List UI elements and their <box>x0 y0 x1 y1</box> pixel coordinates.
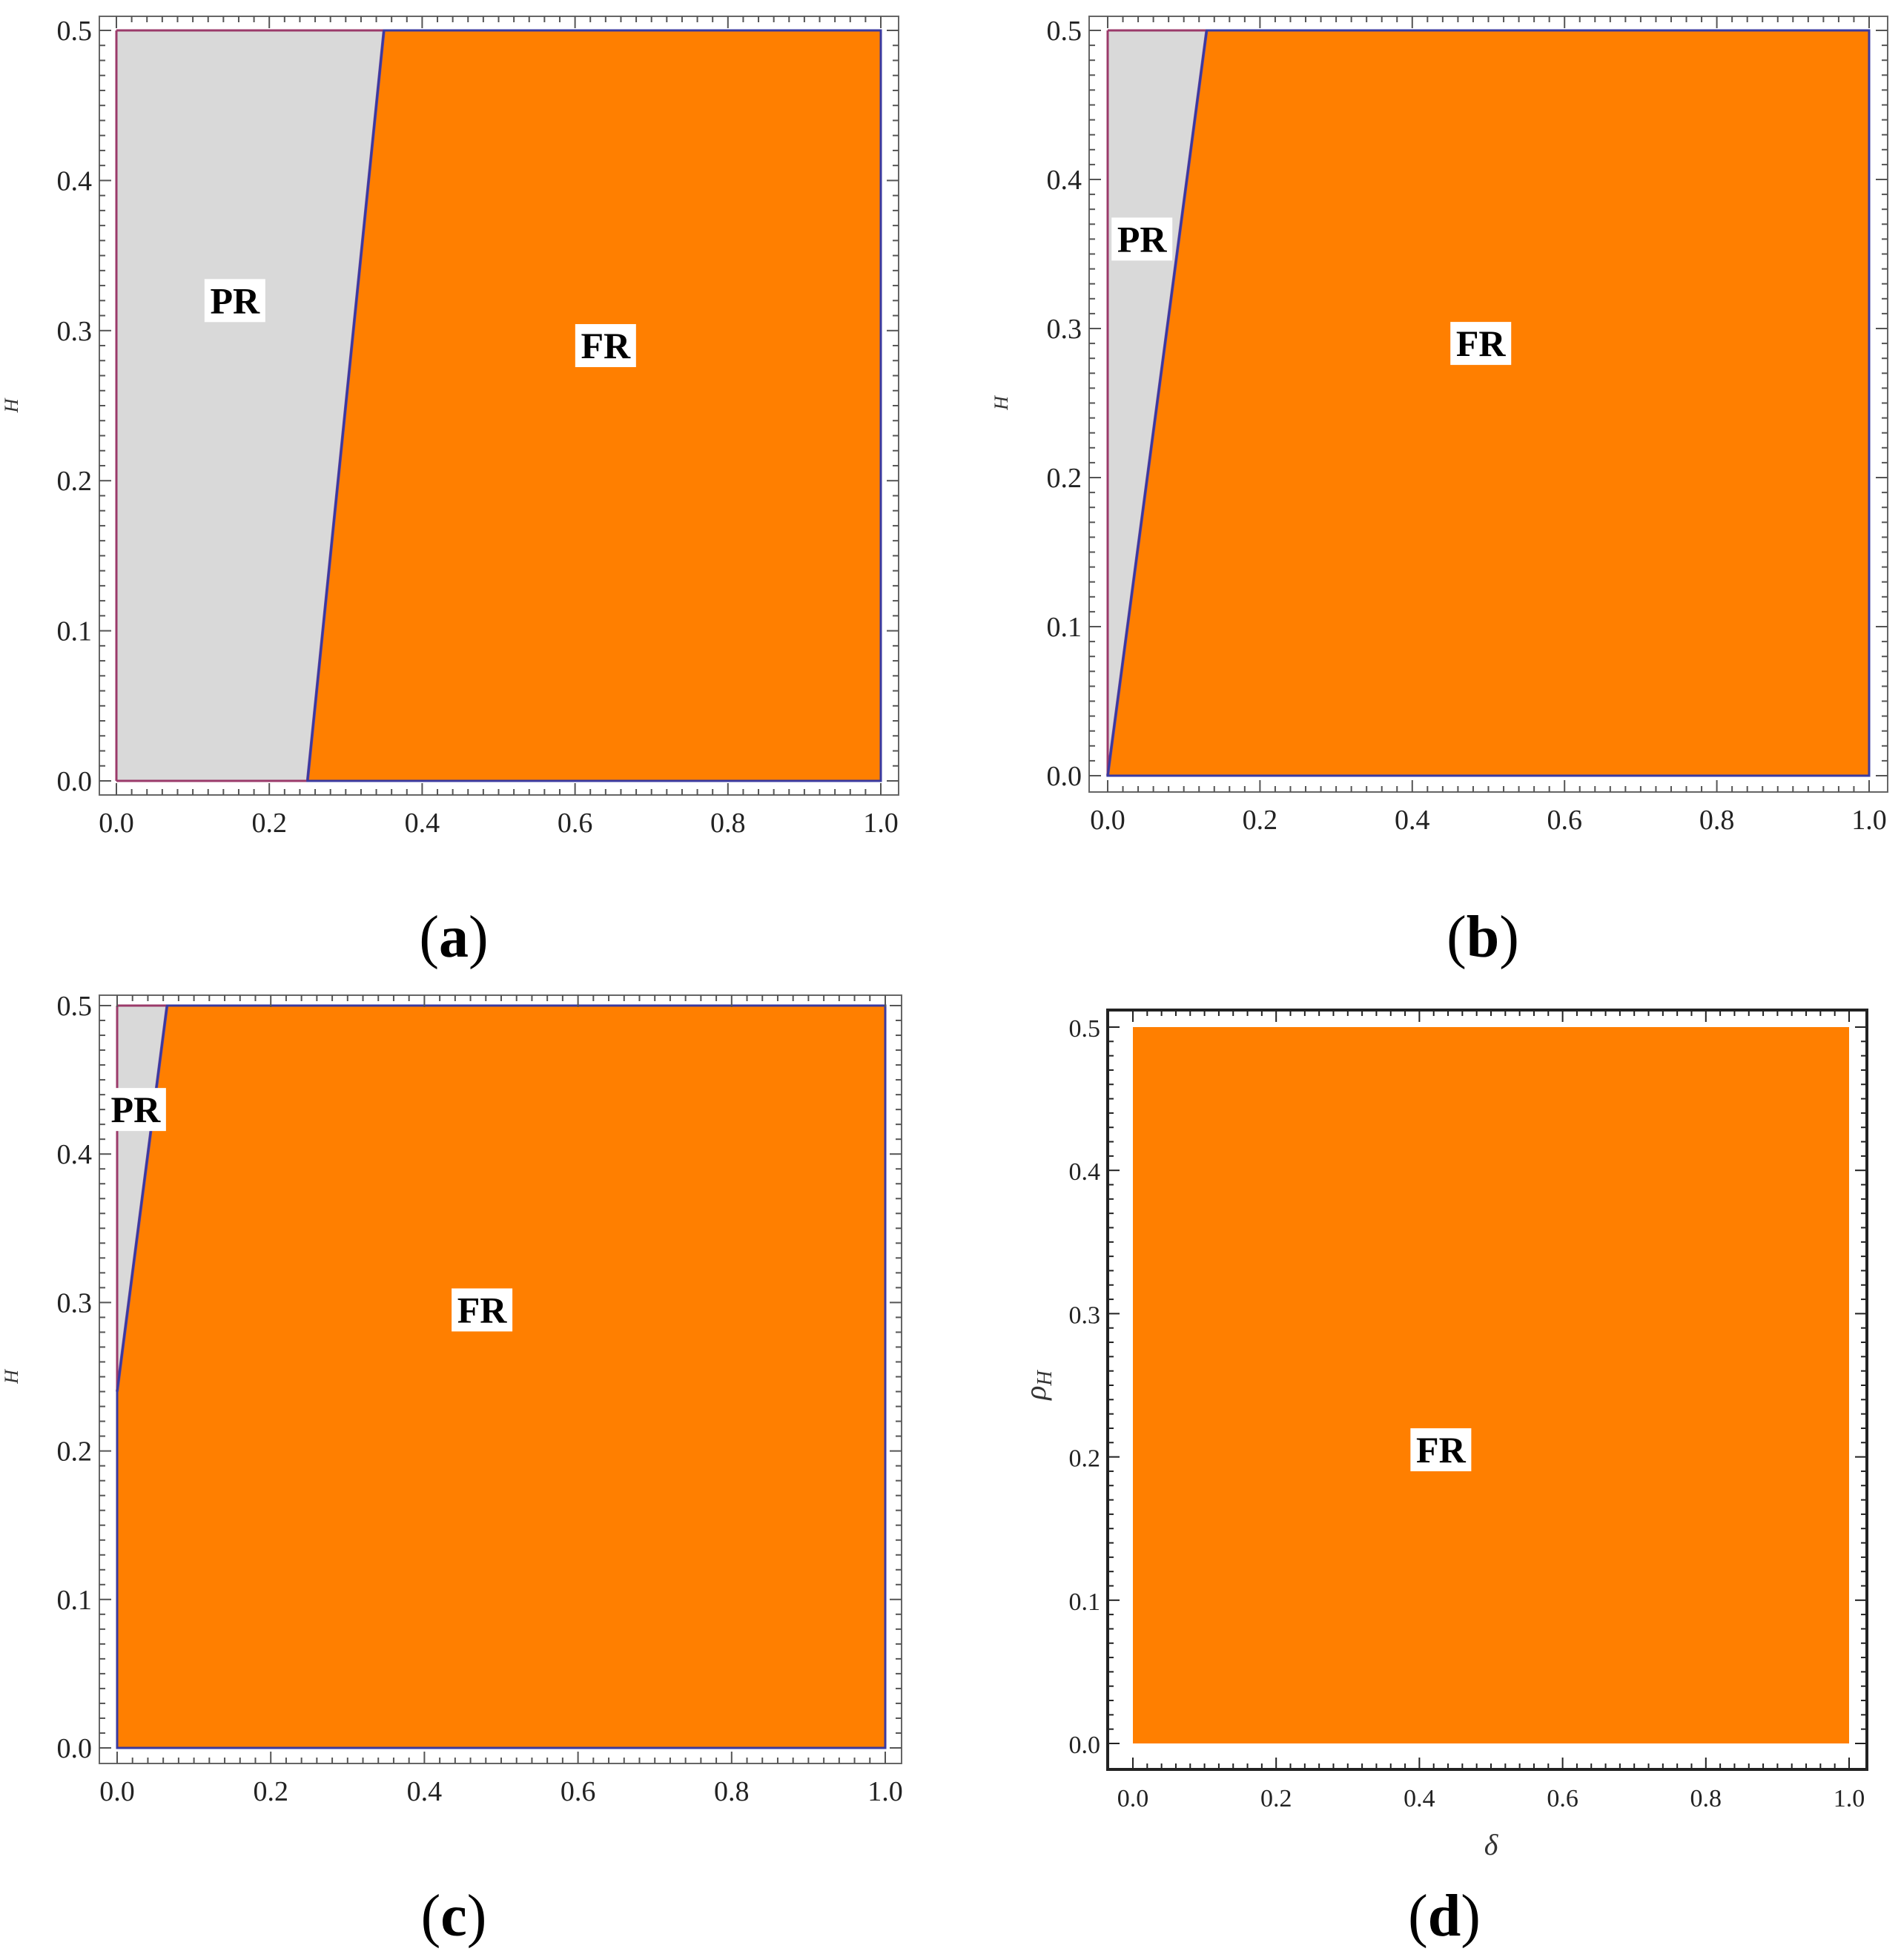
y-axis-label: H <box>1 397 22 413</box>
x-tick-label: 0.4 <box>407 1776 443 1807</box>
x-tick-label: 0.8 <box>1699 805 1735 836</box>
y-tick-label: 0.4 <box>1069 1158 1101 1186</box>
y-tick-label: 0.3 <box>1047 314 1082 345</box>
region-label-box <box>1450 322 1512 366</box>
y-tick-label: 0.5 <box>1069 1015 1101 1043</box>
y-tick-label: 0.4 <box>1047 165 1082 196</box>
x-tick-label: 0.6 <box>558 808 593 839</box>
y-tick-label: 0.3 <box>1069 1301 1101 1329</box>
panel-caption-c: (c) <box>421 1884 487 1949</box>
region-outline-fr <box>1106 29 1871 777</box>
y-tick-label: 0.1 <box>57 616 93 647</box>
y-tick-label: 0.3 <box>57 1287 93 1319</box>
x-tick-label: 0.8 <box>714 1776 750 1807</box>
x-axis-label: δ <box>1484 1828 1499 1861</box>
x-tick-label: 0.0 <box>1090 805 1125 836</box>
x-tick-label: 0.2 <box>1260 1785 1292 1812</box>
region-label-box <box>452 1288 513 1332</box>
y-tick-label: 0.1 <box>57 1585 93 1616</box>
region-label-box <box>105 1088 166 1132</box>
x-tick-label: 0.0 <box>99 808 134 839</box>
region-fr <box>1108 30 1869 776</box>
region-label-box <box>204 279 265 323</box>
region-label-pr: PR <box>210 280 260 321</box>
x-tick-label: 1.0 <box>1834 1785 1865 1812</box>
region-pr <box>116 30 384 781</box>
x-tick-label: 0.8 <box>710 808 746 839</box>
region-label-box <box>575 324 636 368</box>
region-label-box <box>1410 1428 1472 1471</box>
x-tick-label: 0.6 <box>561 1776 596 1807</box>
region-fr <box>1133 1027 1849 1743</box>
region-label-box <box>1111 217 1173 261</box>
y-tick-label: 0.1 <box>1047 612 1082 643</box>
panel-caption-d: (d) <box>1408 1884 1481 1949</box>
chart-panel-d: 0.0 0.2 0.4 0.6 0.8 1.0 0.0 0.1 0.2 0.3 0.4 0.5 ρH δ F… <box>1019 1009 1868 1949</box>
y-tick-label: 0.0 <box>1069 1732 1101 1759</box>
y-tick-label: 0.2 <box>1069 1445 1101 1473</box>
x-tick-label: 0.6 <box>1547 1785 1578 1812</box>
region-label-pr: PR <box>111 1089 162 1130</box>
y-tick-label: 0.4 <box>57 165 93 197</box>
y-tick-label: 0.4 <box>57 1139 93 1170</box>
y-tick-label: 0.5 <box>57 991 93 1022</box>
region-fr <box>117 1006 885 1748</box>
region-label-fr: FR <box>581 325 632 366</box>
x-tick-label: 0.4 <box>405 808 440 839</box>
y-axis-label: ρH <box>1019 1370 1057 1402</box>
chart-panel-c: 0.0 0.2 0.4 0.6 0.8 1.0 0.0 0.1 0.2 0.3 0.4 0.5 H PR F… <box>1 991 903 1949</box>
x-tick-label: 0.2 <box>253 1776 288 1807</box>
region-label-fr: FR <box>457 1289 508 1330</box>
y-tick-label: 0.0 <box>1047 761 1082 792</box>
plot-frame <box>1106 1009 1868 1771</box>
y-tick-label: 0.3 <box>57 316 93 347</box>
panel-caption-b: (b) <box>1447 905 1519 970</box>
region-label-pr: PR <box>1117 218 1168 260</box>
x-tick-label: 0.2 <box>251 808 287 839</box>
y-tick-label: 0.2 <box>57 466 93 497</box>
region-outline-fr <box>116 1004 887 1749</box>
x-tick-label: 0.8 <box>1690 1785 1722 1812</box>
region-outline-fr <box>306 29 882 782</box>
region-label-fr: FR <box>1416 1429 1467 1471</box>
y-tick-label: 0.2 <box>1047 463 1082 494</box>
x-tick-label: 0.6 <box>1547 805 1582 836</box>
panel-caption-a: (a) <box>419 905 488 970</box>
chart-panel-a: 0.0 0.2 0.4 0.6 0.8 1.0 0.0 0.1 0.2 0.3 0.4 0.5 H PR F… <box>1 16 899 970</box>
x-tick-label: 0.0 <box>1117 1785 1149 1812</box>
x-tick-label: 0.4 <box>1395 805 1430 836</box>
y-tick-label: 0.0 <box>57 1733 93 1764</box>
chart-panel-b: 0.0 0.2 0.4 0.6 0.8 1.0 0.0 0.1 0.2 0.3 0.4 0.5 H PR F… <box>991 16 1888 970</box>
y-axis-label: H <box>991 395 1012 411</box>
y-axis-label: H <box>1 1369 22 1385</box>
x-tick-label: 1.0 <box>1851 805 1887 836</box>
region-fr <box>307 30 881 781</box>
x-tick-label: 1.0 <box>867 1776 903 1807</box>
y-tick-label: 0.1 <box>1069 1588 1101 1616</box>
x-tick-label: 0.2 <box>1243 805 1278 836</box>
x-tick-label: 1.0 <box>863 808 899 839</box>
region-label-fr: FR <box>1456 323 1507 364</box>
y-tick-label: 0.2 <box>57 1436 93 1468</box>
y-tick-label: 0.5 <box>57 16 93 47</box>
x-tick-label: 0.0 <box>99 1776 135 1807</box>
y-tick-label: 0.0 <box>57 766 93 797</box>
x-tick-label: 0.4 <box>1404 1785 1435 1812</box>
y-tick-label: 0.5 <box>1047 16 1082 47</box>
